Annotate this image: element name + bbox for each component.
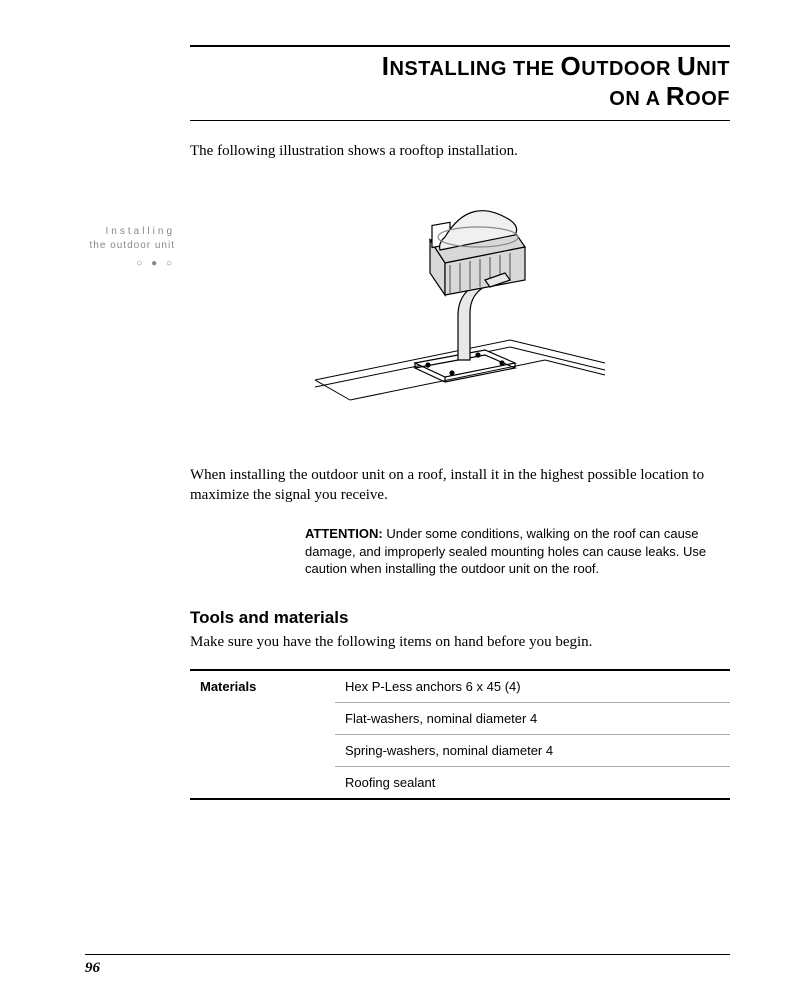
title-cap: U <box>677 51 696 81</box>
sidebar-line1: Installing <box>106 226 175 237</box>
materials-table: Materials Hex P-Less anchors 6 x 45 (4) … <box>190 669 730 800</box>
materials-row: Hex P-Less anchors 6 x 45 (4) <box>335 670 730 703</box>
under-rule <box>190 120 730 121</box>
title-cap: O <box>561 51 582 81</box>
materials-row: Roofing sealant <box>335 766 730 799</box>
top-rule <box>190 45 730 47</box>
title-rest: ON A <box>609 88 666 110</box>
title-rest: NSTALLING THE <box>389 58 560 80</box>
outdoor-unit-drawing <box>310 185 610 415</box>
tools-intro: Make sure you have the following items o… <box>190 634 730 651</box>
tools-heading: Tools and materials <box>190 608 730 628</box>
rooftop-illustration <box>190 185 730 415</box>
main-content: INSTALLING THE OUTDOOR UNIT ON A ROOF Th… <box>190 45 730 800</box>
page-number: 96 <box>85 960 100 977</box>
title-rest: UTDOOR <box>581 58 677 80</box>
title-cap: R <box>666 81 685 111</box>
intro-text: The following illustration shows a rooft… <box>190 143 730 160</box>
attention-label: ATTENTION: <box>305 526 383 541</box>
attention-block: ATTENTION: Under some conditions, walkin… <box>305 525 730 578</box>
sidebar-section-label: Installing the outdoor unit ○ ● ○ <box>55 225 175 271</box>
body-paragraph: When installing the outdoor unit on a ro… <box>190 465 730 506</box>
sidebar-line2: the outdoor unit <box>55 239 175 253</box>
materials-row: Flat-washers, nominal diameter 4 <box>335 702 730 734</box>
sidebar-dots: ○ ● ○ <box>55 257 175 271</box>
footer-rule <box>85 954 730 955</box>
materials-label: Materials <box>190 670 335 799</box>
title-rest: NIT <box>696 58 730 80</box>
materials-row: Spring-washers, nominal diameter 4 <box>335 734 730 766</box>
title-rest: OOF <box>685 88 730 110</box>
page-title: INSTALLING THE OUTDOOR UNIT ON A ROOF <box>190 52 730 112</box>
